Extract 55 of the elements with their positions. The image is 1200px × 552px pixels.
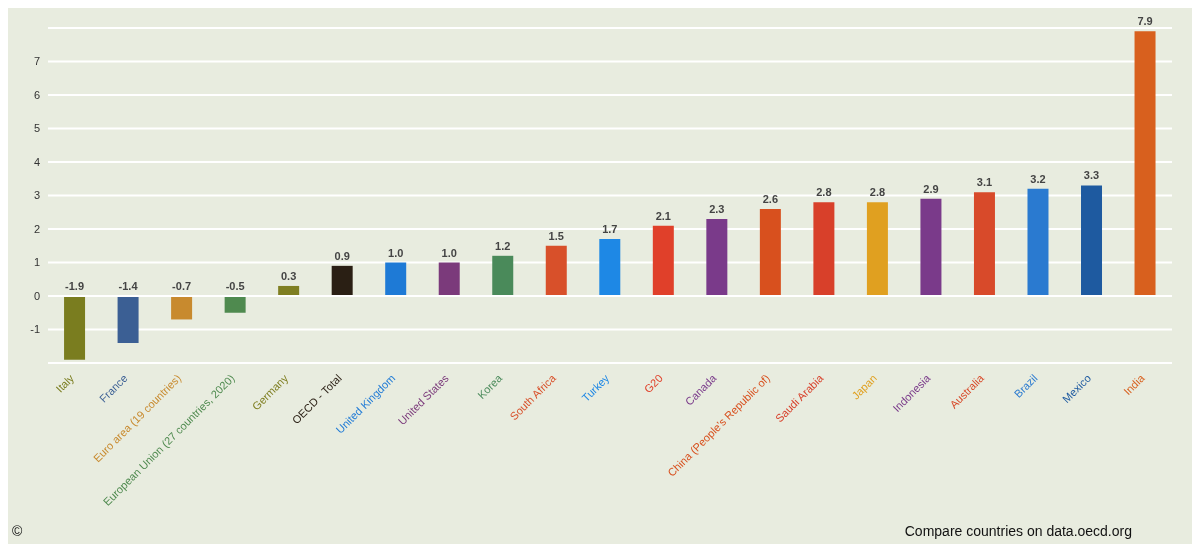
data-label: -1.4: [118, 280, 139, 292]
x-tick-label: Italy: [53, 371, 77, 395]
y-tick-label: 4: [33, 155, 40, 168]
bar: [492, 255, 514, 296]
y-tick-label: 5: [33, 122, 40, 135]
bar: [278, 285, 300, 296]
data-label: -0.7: [172, 280, 192, 292]
data-label: 2.3: [709, 202, 725, 215]
data-label: 1.2: [495, 239, 511, 252]
data-label: 7.9: [1137, 15, 1153, 28]
data-label: -1.9: [65, 280, 85, 292]
data-label: 1.0: [388, 246, 404, 259]
bar: [813, 202, 835, 296]
bar: [385, 262, 407, 296]
y-tick-label: -1: [30, 323, 40, 336]
bar: [1134, 31, 1156, 296]
text: ©: [12, 523, 23, 539]
bar: [759, 208, 781, 296]
data-label: 2.8: [816, 186, 832, 199]
bar: [866, 202, 888, 296]
bar: [438, 262, 460, 296]
bar: [64, 296, 86, 360]
bar: [920, 198, 942, 296]
data-label: 2.8: [869, 186, 886, 199]
bar: [973, 192, 995, 296]
y-tick-label: 1: [33, 256, 40, 269]
data-label: 0.9: [334, 249, 350, 262]
data-label: 2.9: [923, 182, 939, 195]
y-tick-label: 7: [33, 55, 40, 68]
bar: [1081, 185, 1103, 296]
y-tick-label: 3: [33, 189, 40, 202]
bar: [331, 265, 353, 296]
data-label: 3.1: [976, 176, 993, 189]
data-label: 1.7: [602, 223, 618, 236]
data-label: 3.2: [1030, 172, 1046, 185]
y-tick-label: 2: [33, 222, 40, 235]
x-tick-label: G20: [641, 371, 665, 396]
bar: [545, 245, 567, 296]
bar: [599, 239, 621, 296]
data-label: 3.3: [1083, 169, 1100, 182]
bar: [652, 225, 674, 296]
bar: [1027, 188, 1049, 296]
bar: [706, 218, 728, 296]
bar: [224, 296, 246, 313]
data-label: -0.5: [225, 280, 245, 292]
data-label: 1.0: [441, 246, 457, 259]
bar: [171, 296, 193, 320]
data-label: 0.3: [281, 269, 297, 282]
data-label: 2.1: [655, 209, 671, 222]
y-tick-label: 6: [33, 88, 40, 101]
text: Compare countries on data.oecd.org: [904, 523, 1132, 539]
data-label: 1.5: [548, 229, 564, 242]
bar: [117, 296, 139, 343]
data-label: 2.6: [762, 192, 779, 205]
y-tick-label: 0: [33, 289, 40, 302]
